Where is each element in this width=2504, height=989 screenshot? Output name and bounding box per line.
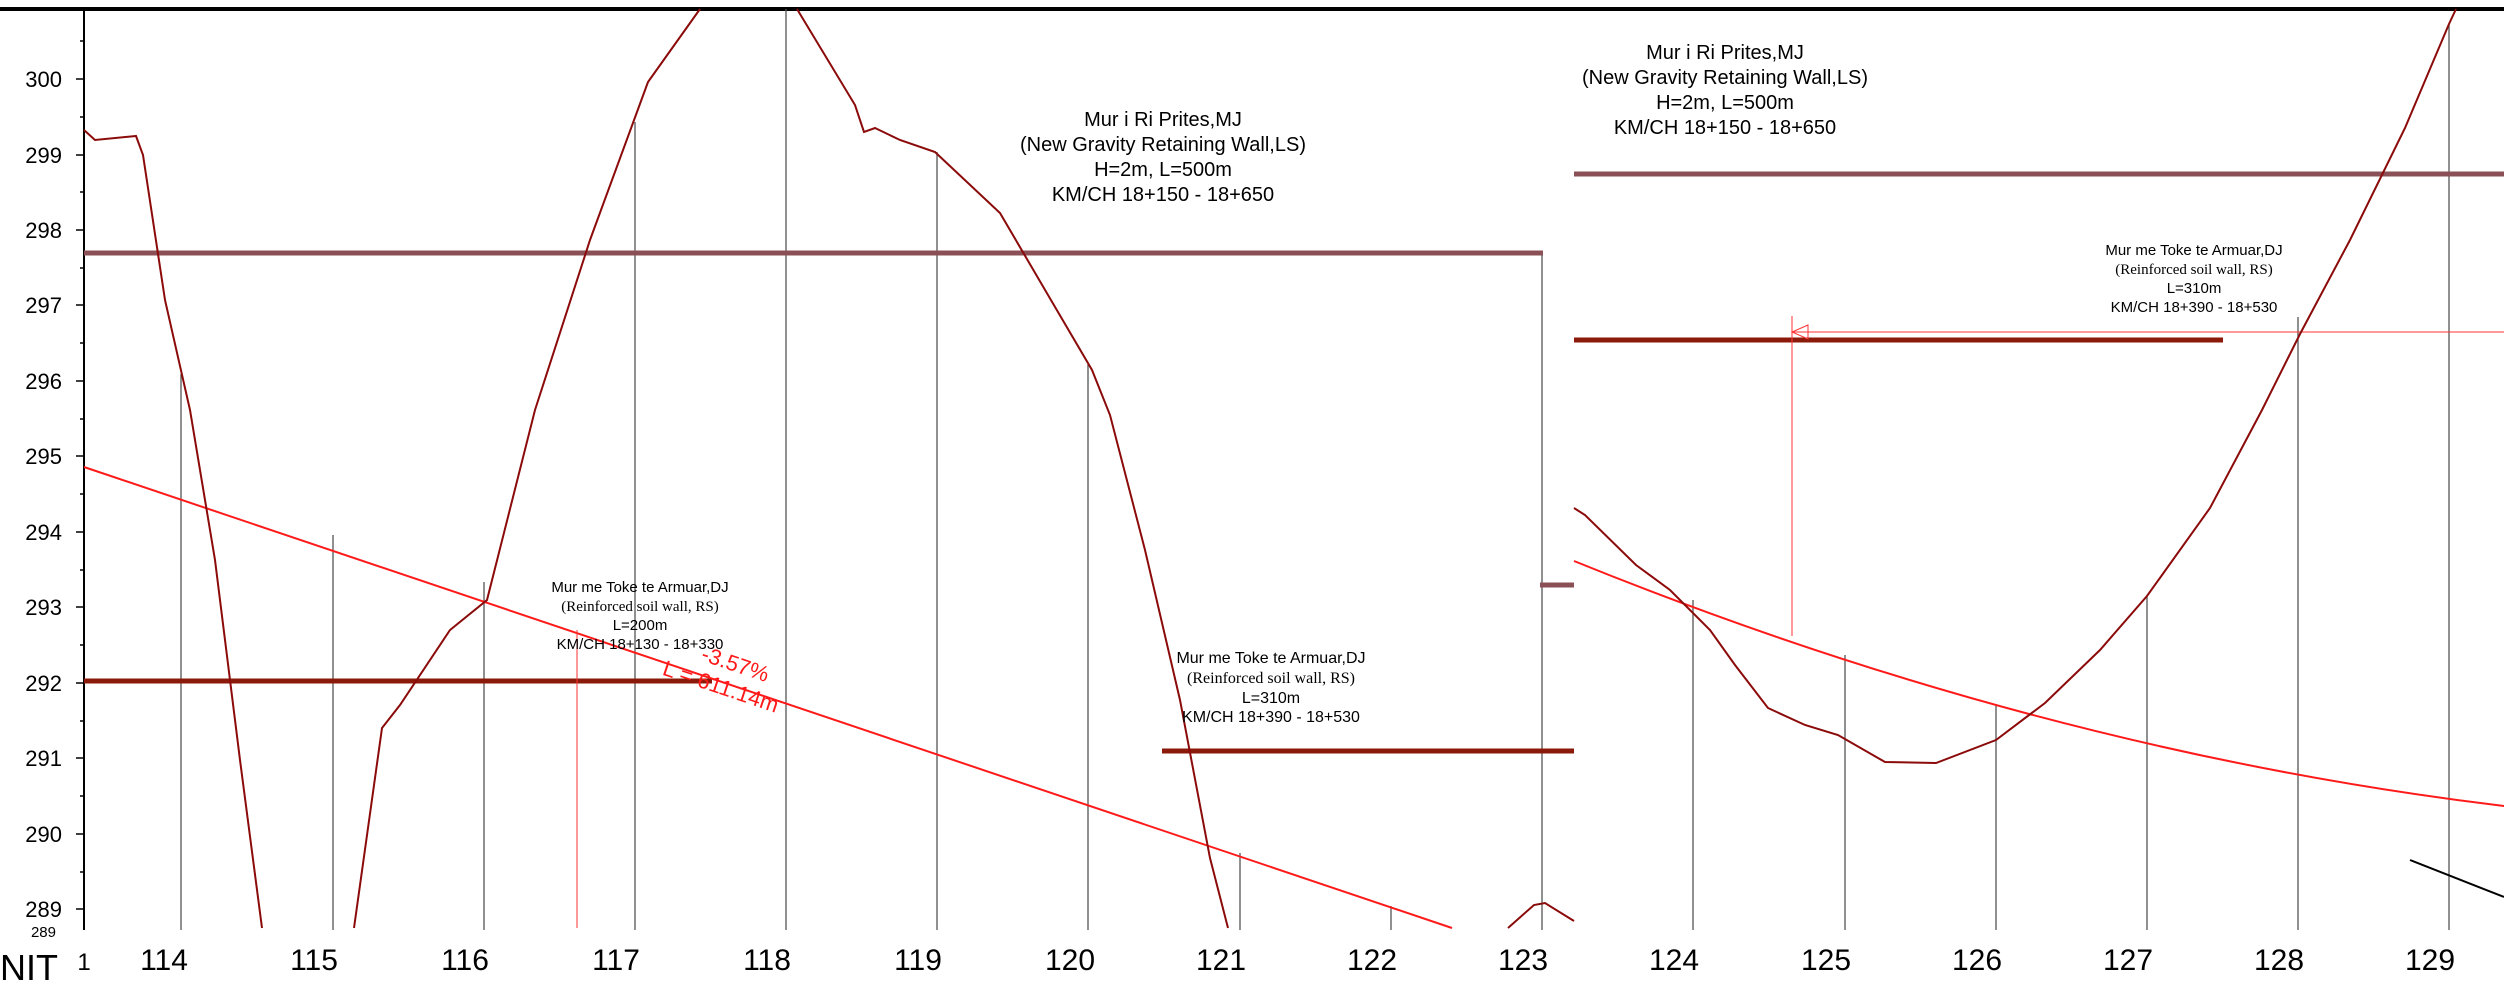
- annotation-line: Mur i Ri Prites,MJ: [1084, 109, 1242, 131]
- rs-wall-label-3: Mur me Toke te Armuar,DJ (Reinforced soi…: [2105, 242, 2282, 316]
- rs-wall-label-2: Mur me Toke te Armuar,DJ (Reinforced soi…: [1176, 650, 1365, 726]
- design-grade-lines: [83, 466, 2504, 929]
- ground-profile-segment: [1507, 901, 1575, 929]
- annotation-line: H=2m, L=500m: [1656, 92, 1794, 114]
- x-axis-labels: NIT 1 114 115 116 117 118 119 120 121 12…: [0, 944, 2455, 988]
- annotation-line: KM/CH 18+390 - 18+530: [2111, 299, 2278, 316]
- annotation-line: KM/CH 18+390 - 18+530: [1182, 709, 1360, 726]
- ground-profile-segment: [83, 129, 263, 929]
- rs-wall-label-1: Mur me Toke te Armuar,DJ (Reinforced soi…: [551, 579, 728, 653]
- y-tick-label: 300: [25, 67, 62, 92]
- y-tick-label: 293: [25, 595, 62, 620]
- annotation-line: Mur me Toke te Armuar,DJ: [2105, 242, 2282, 259]
- annotation-line: Mur i Ri Prites,MJ: [1646, 42, 1804, 64]
- y-tick-label: 298: [25, 218, 62, 243]
- annotation-line: KM/CH 18+150 - 18+650: [1052, 184, 1274, 206]
- y-tick-label: 295: [25, 444, 62, 469]
- annotation-line: L=310m: [1242, 690, 1300, 707]
- annotation-line: KM/CH 18+150 - 18+650: [1614, 117, 1836, 139]
- x-tick-label: 122: [1347, 944, 1397, 977]
- ground-profile-segment: [353, 8, 701, 929]
- annotation-line: (New Gravity Retaining Wall,LS): [1020, 134, 1306, 156]
- marker-lines: [576, 316, 2504, 928]
- y-axis-ticks: [76, 40, 84, 910]
- rs-wall-lines: [84, 337, 2223, 754]
- x-tick-label: 116: [441, 944, 489, 977]
- ground-profile: [83, 8, 2504, 929]
- x-tick-label: 120: [1045, 944, 1095, 977]
- x-tick-label: 125: [1801, 944, 1851, 977]
- annotation-line: Mur me Toke te Armuar,DJ: [1176, 650, 1365, 667]
- x-tick-label: 114: [140, 944, 188, 977]
- y-tick-label: 290: [25, 822, 62, 847]
- y-tick-label: 291: [25, 746, 62, 771]
- x-tick-label: 1: [77, 949, 90, 976]
- x-tick-label: 129: [2405, 944, 2455, 977]
- x-tick-label: 126: [1952, 944, 2002, 977]
- ground-feature-line: [2409, 859, 2504, 898]
- x-tick-label: 121: [1196, 944, 1246, 977]
- x-tick-label: 117: [592, 944, 640, 977]
- y-tick-label: 294: [25, 520, 62, 545]
- x-axis-unit-fragment: NIT: [0, 947, 58, 988]
- annotation-line: KM/CH 18+130 - 18+330: [557, 636, 724, 653]
- x-tick-label: 115: [290, 944, 338, 977]
- annotation-line: L=310m: [2167, 280, 2222, 297]
- gravity-wall-lines: [84, 171, 2504, 588]
- x-tick-label: 123: [1498, 944, 1548, 977]
- marker-arrowhead: [1790, 324, 1809, 340]
- y-tick-label: 292: [25, 671, 62, 696]
- annotation-line: L=200m: [613, 617, 668, 634]
- x-tick-label: 128: [2254, 944, 2304, 977]
- y-tick-label-cut: 289: [31, 924, 56, 941]
- y-tick-label: 296: [25, 369, 62, 394]
- annotation-line: H=2m, L=500m: [1094, 159, 1232, 181]
- x-tick-label: 119: [894, 944, 942, 977]
- y-axis-labels: 300 299 298 297 296 295 294 293 292 291 …: [25, 67, 62, 941]
- gravity-wall-label-right: Mur i Ri Prites,MJ (New Gravity Retainin…: [1582, 42, 1868, 139]
- annotation-line: Mur me Toke te Armuar,DJ: [551, 579, 728, 596]
- x-tick-label: 124: [1649, 944, 1699, 977]
- y-tick-label: 297: [25, 293, 62, 318]
- design-grade-line-right: [1573, 560, 2504, 807]
- annotation-line: (Reinforced soil wall, RS): [2115, 262, 2272, 278]
- x-tick-label: 118: [743, 944, 791, 977]
- gravity-wall-label-left: Mur i Ri Prites,MJ (New Gravity Retainin…: [1020, 109, 1306, 206]
- ground-profile-segment: [1573, 8, 2457, 765]
- design-grade-line-left: [83, 466, 1453, 929]
- y-tick-label: 299: [25, 143, 62, 168]
- y-tick-label: 289: [25, 897, 62, 922]
- ground-profile-segment: [796, 8, 1229, 929]
- annotation-line: (Reinforced soil wall, RS): [561, 599, 718, 615]
- station-grid-lines: [180, 9, 2450, 930]
- annotation-line: (New Gravity Retaining Wall,LS): [1582, 67, 1868, 89]
- annotation-line: (Reinforced soil wall, RS): [1187, 670, 1355, 687]
- x-tick-label: 127: [2103, 944, 2153, 977]
